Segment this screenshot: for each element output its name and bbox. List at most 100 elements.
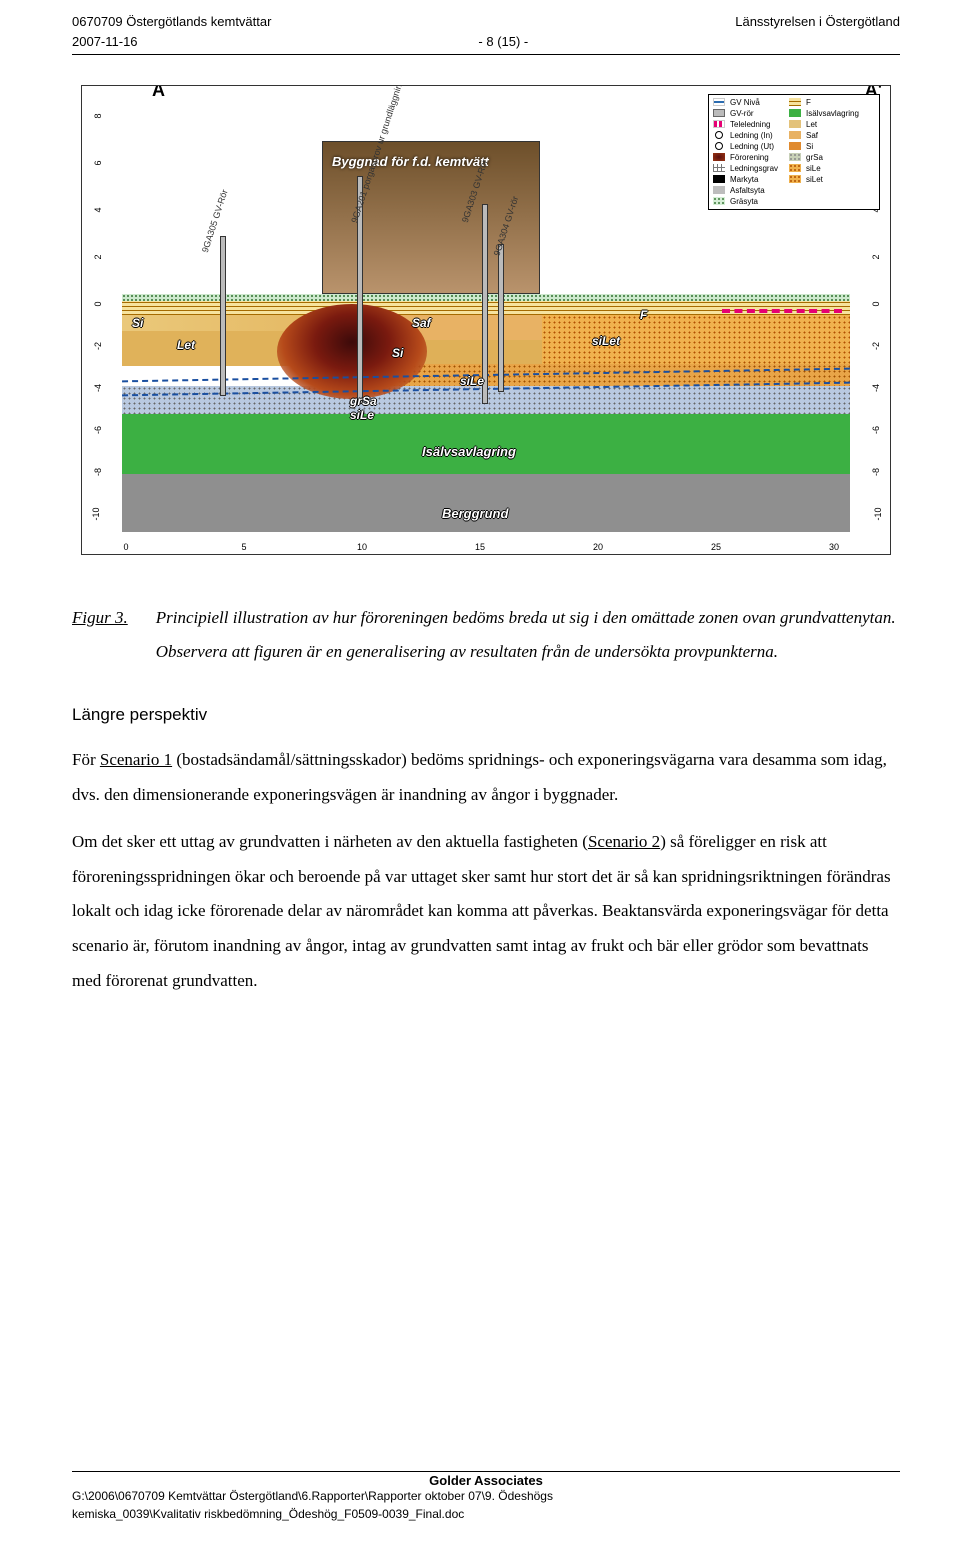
header-report-id: 0670709 Östergötlands kemtvättar [72, 12, 271, 32]
xtick: 10 [352, 542, 372, 552]
legend-label: GV Nivå [730, 98, 786, 107]
ytick: 0 [93, 296, 103, 312]
ytick: -6 [93, 422, 103, 438]
teleledning-line [722, 309, 842, 313]
header-rule [72, 54, 900, 55]
label-sile: siLe [460, 374, 484, 388]
xtick: 20 [588, 542, 608, 552]
xtick: 15 [470, 542, 490, 552]
header-page-num: - 8 (15) - [478, 12, 528, 52]
legend-swatch [789, 98, 801, 106]
page-header: 0670709 Östergötlands kemtvättar 2007-11… [72, 12, 900, 52]
legend-swatch [789, 131, 801, 139]
legend-swatch [789, 109, 801, 117]
p1-scenario-link: Scenario 1 [100, 750, 172, 769]
footer-rule [72, 1471, 900, 1472]
legend-label: grSa [806, 153, 875, 162]
label-berg: Berggrund [442, 506, 508, 521]
legend-label: Ledning (In) [730, 131, 786, 140]
xtick: 5 [234, 542, 254, 552]
legend-swatch [713, 120, 725, 128]
ytick: 2 [871, 249, 881, 265]
legend-label: Asfaltsyta [730, 186, 786, 195]
ytick: -2 [871, 338, 881, 354]
header-agency: Länsstyrelsen i Östergötland [735, 12, 900, 52]
paragraph-scenario2: Om det sker ett uttag av grundvatten i n… [72, 825, 900, 999]
ytick: 2 [93, 249, 103, 265]
footer-path-1: G:\2006\0670709 Kemtvättar Östergötland\… [72, 1488, 900, 1505]
legend-swatch [789, 153, 801, 161]
header-date: 2007-11-16 [72, 32, 271, 52]
label-silet: siLet [592, 334, 620, 348]
legend-label: Gräsyta [730, 197, 786, 206]
legend-swatch [713, 153, 725, 161]
label-isalv: Isälvsavlagring [422, 444, 516, 459]
ytick: -4 [871, 380, 881, 396]
legend-label: siLet [806, 175, 875, 184]
legend-swatch [789, 120, 801, 128]
label-saf: Saf [412, 316, 431, 330]
ytick: -10 [91, 506, 101, 522]
ytick: 6 [93, 155, 103, 171]
layer-bedrock [122, 474, 850, 532]
ytick: -8 [871, 464, 881, 480]
ytick: -6 [871, 422, 881, 438]
p2-a: Om det sker ett uttag av grundvatten i n… [72, 832, 588, 851]
legend-swatch [713, 142, 725, 150]
legend-swatch [789, 164, 801, 172]
page-footer: Golder Associates G:\2006\0670709 Kemtvä… [72, 1471, 900, 1523]
legend-label: GV-rör [730, 109, 786, 118]
ytick: 0 [871, 296, 881, 312]
well-9ga304 [498, 244, 504, 392]
well-9ga305 [220, 236, 226, 396]
legend-swatch [713, 131, 725, 139]
p2-b: ) så föreligger en risk att föroreningss… [72, 832, 891, 990]
legend-label: Förorening [730, 153, 786, 162]
paragraph-scenario1: För Scenario 1 (bostadsändamål/sättnings… [72, 743, 900, 813]
ytick: -8 [93, 464, 103, 480]
legend-label: Saf [806, 131, 875, 140]
layer-silet [542, 315, 850, 370]
ytick: -2 [93, 338, 103, 354]
label-sile2: siLe [350, 408, 374, 422]
p2-scenario-link: Scenario 2 [588, 832, 660, 851]
legend-swatch [713, 186, 725, 194]
legend-swatch [789, 142, 801, 150]
legend-label: Ledningsgrav [730, 164, 786, 173]
ytick: 4 [93, 202, 103, 218]
p1-a: För [72, 750, 100, 769]
xtick: 0 [116, 542, 136, 552]
legend-label: siLe [806, 164, 875, 173]
xtick: 30 [824, 542, 844, 552]
legend-swatch [789, 175, 801, 183]
cross-section-diagram: A A' 8 6 4 2 0 -2 -4 -6 -8 -10 8 6 4 2 0… [81, 85, 891, 555]
figure-number: Figur 3. [72, 601, 128, 671]
legend-swatch [713, 197, 725, 205]
legend-swatch [713, 164, 725, 172]
p1-b: (bostadsändamål/sättningsskador) bedöms … [72, 750, 887, 804]
label-si2: Si [392, 346, 403, 360]
legend: GV Nivå F GV-rör Isälvsavlagring Teleled… [708, 94, 880, 210]
figure-caption: Figur 3. Principiell illustration av hur… [72, 601, 900, 671]
subheading-langre: Längre perspektiv [72, 698, 900, 733]
building-label: Byggnad för f.d. kemtvätt [332, 154, 489, 169]
ytick: 8 [93, 108, 103, 124]
legend-label: Isälvsavlagring [806, 109, 875, 118]
ytick: -4 [93, 380, 103, 396]
xtick: 25 [706, 542, 726, 552]
body-text: Figur 3. Principiell illustration av hur… [72, 601, 900, 999]
legend-swatch [713, 98, 725, 106]
legend-label: F [806, 98, 875, 107]
legend-label: Markyta [730, 175, 786, 184]
legend-label: Si [806, 142, 875, 151]
ytick: -10 [873, 506, 883, 522]
footer-path-2: kemiska_0039\Kvalitativ riskbedömning_Öd… [72, 1506, 900, 1523]
legend-swatch [713, 175, 725, 183]
footer-brand: Golder Associates [72, 1473, 900, 1488]
section-A-label: A [152, 85, 165, 101]
legend-label: Let [806, 120, 875, 129]
cross-section-figure: A A' 8 6 4 2 0 -2 -4 -6 -8 -10 8 6 4 2 0… [72, 85, 900, 555]
label-grsa: grSa [350, 394, 377, 408]
contamination-plume [277, 304, 427, 399]
label-si: Si [132, 316, 143, 330]
